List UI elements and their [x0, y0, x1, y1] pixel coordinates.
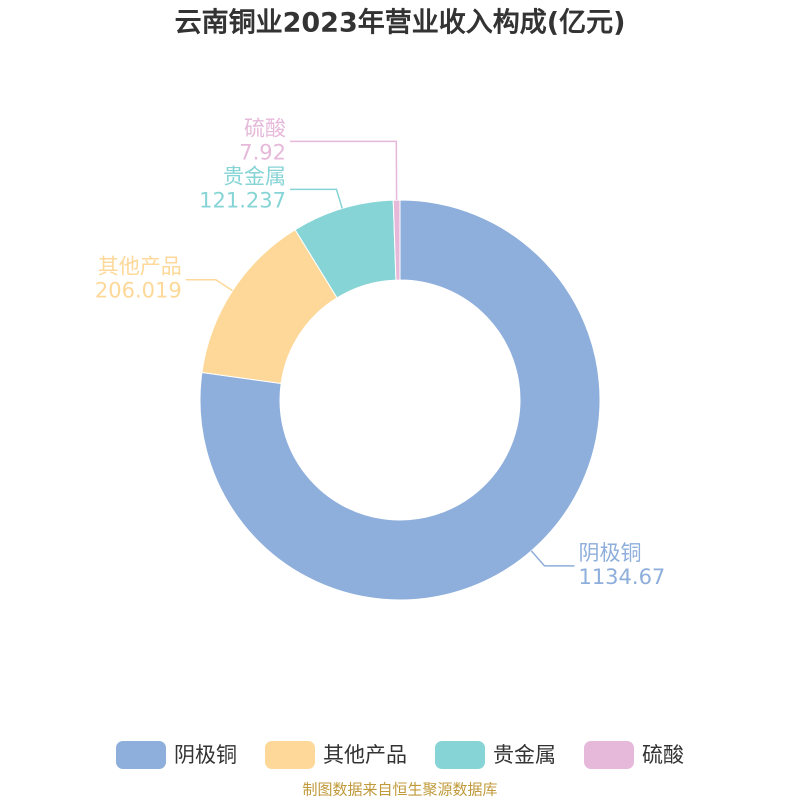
slice-label: 阴极铜: [578, 541, 641, 565]
legend-swatch: [584, 741, 634, 769]
legend-swatch: [265, 741, 315, 769]
legend-label: 其他产品: [323, 743, 407, 767]
source-note: 制图数据来自恒生聚源数据库: [302, 781, 497, 799]
legend-swatch: [435, 741, 485, 769]
value-label: 206.019: [95, 279, 182, 303]
legend-label: 硫酸: [642, 743, 684, 767]
donut-slice: [392, 199, 401, 281]
chart-title: 云南铜业2023年营业收入构成(亿元): [175, 7, 626, 39]
legend-label: 贵金属: [493, 743, 556, 767]
leader-line: [530, 550, 575, 567]
slice-label: 硫酸: [244, 116, 286, 140]
legend-swatch: [116, 741, 166, 769]
value-label: 1134.67: [578, 565, 665, 589]
slice-label: 其他产品: [98, 255, 182, 279]
leader-line: [185, 278, 233, 292]
legend-label: 阴极铜: [174, 743, 237, 767]
value-label: 7.92: [239, 140, 286, 164]
value-label: 121.237: [199, 188, 286, 212]
slice-label: 贵金属: [223, 164, 286, 188]
leader-line: [290, 140, 398, 201]
leader-line: [290, 188, 343, 209]
donut-slice: [199, 199, 601, 601]
